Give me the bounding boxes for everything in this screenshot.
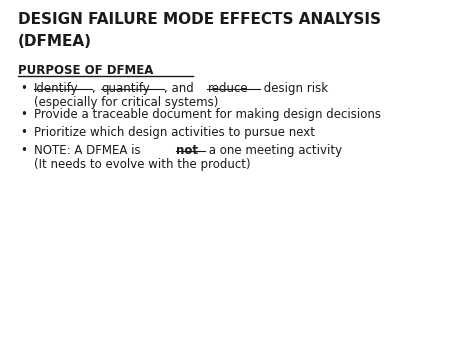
Text: DESIGN FAILURE MODE EFFECTS ANALYSIS: DESIGN FAILURE MODE EFFECTS ANALYSIS (18, 12, 381, 27)
Text: PURPOSE OF DFMEA: PURPOSE OF DFMEA (18, 64, 153, 77)
Text: design risk: design risk (260, 82, 328, 95)
Text: (It needs to evolve with the product): (It needs to evolve with the product) (34, 158, 251, 171)
Text: ,: , (92, 82, 99, 95)
Text: quantify: quantify (101, 82, 150, 95)
Text: •: • (21, 144, 27, 157)
Text: reduce: reduce (207, 82, 248, 95)
Text: (especially for critical systems): (especially for critical systems) (34, 96, 218, 109)
Text: NOTE: A DFMEA is: NOTE: A DFMEA is (34, 144, 144, 157)
Text: Provide a traceable document for making design decisions: Provide a traceable document for making … (34, 108, 381, 121)
Text: •: • (21, 126, 27, 139)
Text: not: not (176, 144, 198, 157)
Text: (DFMEA): (DFMEA) (18, 34, 92, 49)
Text: •: • (21, 108, 27, 121)
Text: Identify: Identify (34, 82, 79, 95)
Text: , and: , and (164, 82, 198, 95)
Text: Prioritize which design activities to pursue next: Prioritize which design activities to pu… (34, 126, 315, 139)
Text: a one meeting activity: a one meeting activity (205, 144, 342, 157)
Text: •: • (21, 82, 27, 95)
